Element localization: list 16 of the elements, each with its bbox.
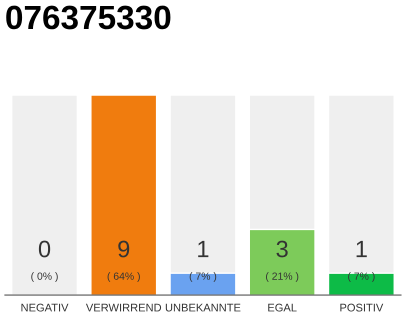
annotation: 9 bbox=[118, 240, 130, 258]
data-label: ( 21% ) bbox=[266, 272, 298, 282]
x-tick-label: POSITIV bbox=[340, 304, 384, 312]
data-label: ( 0% ) bbox=[31, 272, 58, 282]
annotation: 0 bbox=[38, 240, 50, 258]
data-label: ( 64% ) bbox=[108, 272, 140, 282]
data-label: ( 7% ) bbox=[348, 272, 375, 282]
annotation: 1 bbox=[356, 240, 367, 258]
chart-title: 076375330 bbox=[6, 6, 170, 30]
x-tick-label: NEGATIV bbox=[21, 304, 68, 312]
x-tick-label: UNBEKANNTE bbox=[166, 304, 240, 312]
annotation: 3 bbox=[276, 240, 288, 258]
annotation: 1 bbox=[198, 240, 208, 258]
x-tick-label: EGAL bbox=[268, 304, 297, 312]
data-label: ( 7% ) bbox=[190, 272, 216, 282]
x-tick-label: VERWIRREND bbox=[86, 304, 162, 312]
